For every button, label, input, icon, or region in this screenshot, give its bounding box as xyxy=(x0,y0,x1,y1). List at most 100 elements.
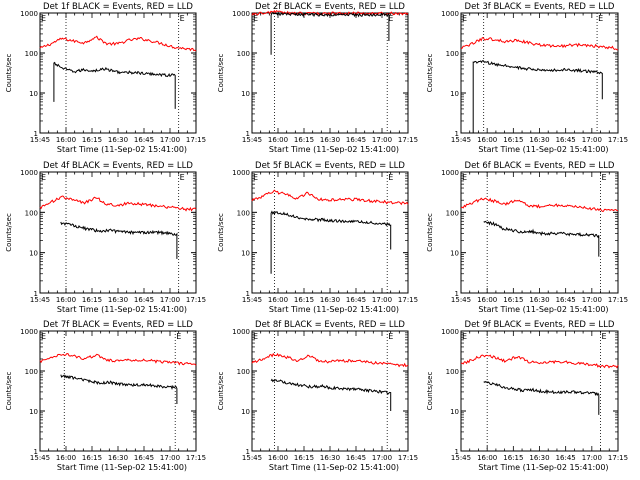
panel-title: Det 9f BLACK = Events, RED = LLD xyxy=(465,320,615,330)
x-tick-label: 16:00 xyxy=(56,296,76,304)
corner-mark: E xyxy=(253,14,258,23)
x-tick-label: 16:15 xyxy=(294,296,314,304)
x-tick-label: 17:00 xyxy=(372,296,392,304)
x-tick-label: 15:45 xyxy=(30,136,50,144)
detector-panel-4: Det 4f BLACK = Events, RED = LLD Counts/s… xyxy=(5,161,206,314)
y-tick-label: 1 xyxy=(455,448,459,456)
corner-mark: E xyxy=(462,332,467,341)
x-tick-label: 16:00 xyxy=(477,136,497,144)
x-tick-label: 15:45 xyxy=(242,454,262,462)
x-tick-label: 17:15 xyxy=(186,136,206,144)
events-series-line xyxy=(60,374,178,404)
x-tick-label: 16:30 xyxy=(320,454,340,462)
corner-mark: E xyxy=(41,14,46,23)
lld-series-line xyxy=(39,35,197,52)
y-tick-label: 10 xyxy=(241,90,250,98)
x-axis-label: Start Time (11-Sep-02 15:41:00) xyxy=(57,145,187,154)
x-tick-label: 15:45 xyxy=(30,454,50,462)
corner-mark: E xyxy=(180,173,185,182)
y-tick-label: 100 xyxy=(446,368,459,376)
x-tick-label: 15:45 xyxy=(451,136,471,144)
panel-title: Det 7f BLACK = Events, RED = LLD xyxy=(43,320,193,330)
x-tick-label: 17:15 xyxy=(186,454,206,462)
y-tick-label: 1000 xyxy=(20,169,38,177)
plot-frame xyxy=(251,171,409,294)
x-tick-label: 17:15 xyxy=(398,296,418,304)
y-tick-label: 10 xyxy=(241,250,250,258)
x-tick-label: 16:30 xyxy=(529,296,549,304)
y-axis-label: Counts/sec xyxy=(426,213,434,252)
lld-series-line xyxy=(39,195,197,212)
panel-title: Det 2f BLACK = Events, RED = LLD xyxy=(255,2,405,12)
lld-series-line xyxy=(460,354,619,369)
lld-series-line xyxy=(460,197,619,212)
detector-panel-2: Det 2f BLACK = Events, RED = LLD Counts/s… xyxy=(217,2,418,154)
x-tick-label: 17:00 xyxy=(582,296,602,304)
y-tick-label: 1 xyxy=(246,448,250,456)
plot-frame xyxy=(251,12,409,134)
y-tick-label: 10 xyxy=(29,408,38,416)
x-tick-label: 16:00 xyxy=(268,136,288,144)
y-tick-label: 1000 xyxy=(232,10,250,18)
y-tick-label: 100 xyxy=(237,209,250,217)
panel-title: Det 1f BLACK = Events, RED = LLD xyxy=(43,2,193,12)
x-tick-label: 17:00 xyxy=(160,454,180,462)
y-axis-label: Counts/sec xyxy=(5,213,13,252)
y-tick-label: 1 xyxy=(246,290,250,298)
y-tick-label: 1000 xyxy=(20,328,38,336)
corner-mark: E xyxy=(388,332,393,341)
x-tick-label: 17:00 xyxy=(372,454,392,462)
corner-mark: E xyxy=(602,332,607,341)
x-tick-label: 16:45 xyxy=(134,296,154,304)
lld-series-line xyxy=(251,352,409,368)
x-tick-label: 16:00 xyxy=(268,296,288,304)
x-tick-label: 17:00 xyxy=(160,296,180,304)
x-tick-label: 16:15 xyxy=(294,136,314,144)
y-axis-label: Counts/sec xyxy=(426,372,434,411)
corner-mark: E xyxy=(598,14,603,23)
x-tick-label: 15:45 xyxy=(242,296,262,304)
x-tick-label: 15:45 xyxy=(451,454,471,462)
y-tick-label: 100 xyxy=(25,209,38,217)
y-axis-label: Counts/sec xyxy=(5,54,13,93)
x-tick-label: 16:15 xyxy=(294,454,314,462)
x-tick-label: 16:30 xyxy=(108,296,128,304)
x-tick-label: 17:00 xyxy=(582,454,602,462)
x-tick-label: 16:30 xyxy=(108,454,128,462)
x-tick-label: 15:45 xyxy=(242,136,262,144)
y-tick-label: 100 xyxy=(446,209,459,217)
x-tick-label: 16:45 xyxy=(134,136,154,144)
corner-mark: E xyxy=(602,173,607,182)
y-tick-label: 10 xyxy=(450,90,459,98)
y-axis-label: Counts/sec xyxy=(426,54,434,93)
x-tick-label: 15:45 xyxy=(451,296,471,304)
y-tick-label: 10 xyxy=(450,408,459,416)
x-axis-label: Start Time (11-Sep-02 15:41:00) xyxy=(269,145,399,154)
x-tick-label: 16:45 xyxy=(346,296,366,304)
corner-mark: E xyxy=(253,332,258,341)
corner-mark: E xyxy=(41,173,46,182)
x-tick-label: 16:15 xyxy=(82,454,102,462)
corner-mark: E xyxy=(176,332,181,341)
x-axis-label: Start Time (11-Sep-02 15:41:00) xyxy=(269,463,399,472)
x-tick-label: 16:45 xyxy=(556,136,576,144)
corner-mark: E xyxy=(41,332,46,341)
x-tick-label: 16:30 xyxy=(108,136,128,144)
corner-mark: E xyxy=(180,14,185,23)
x-tick-label: 17:15 xyxy=(608,296,628,304)
x-tick-label: 16:00 xyxy=(477,296,497,304)
x-tick-label: 16:45 xyxy=(134,454,154,462)
lld-series-line xyxy=(460,37,618,51)
x-axis-label: Start Time (11-Sep-02 15:41:00) xyxy=(478,305,608,314)
events-series-line xyxy=(483,380,600,415)
corner-mark: E xyxy=(388,14,393,23)
x-tick-label: 17:15 xyxy=(608,136,628,144)
x-tick-label: 17:00 xyxy=(582,136,602,144)
events-series-line xyxy=(270,11,390,55)
x-tick-label: 17:15 xyxy=(186,296,206,304)
y-tick-label: 1000 xyxy=(232,169,250,177)
y-tick-label: 1 xyxy=(34,448,38,456)
panel-title: Det 8f BLACK = Events, RED = LLD xyxy=(255,320,405,330)
events-series-line xyxy=(270,378,392,411)
plot-frame xyxy=(39,330,197,452)
